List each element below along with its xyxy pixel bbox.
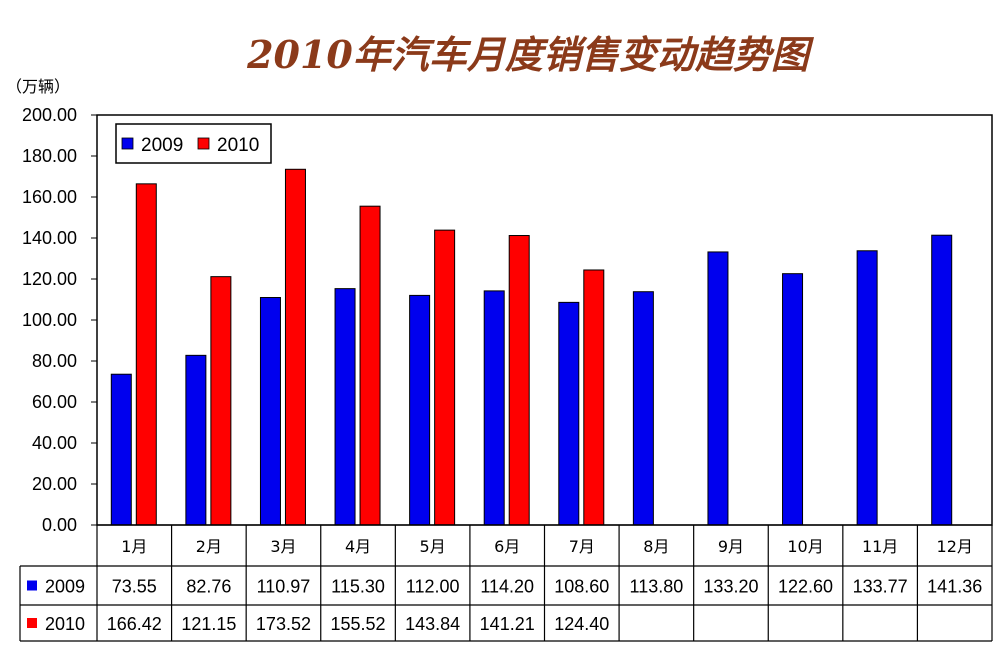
data-label-2010-2: 121.15 xyxy=(181,614,236,634)
y-axis-unit-label: （万辆） xyxy=(6,77,70,96)
legend-box xyxy=(115,123,272,164)
bar-2009-11 xyxy=(856,250,878,526)
bar-2010-7 xyxy=(583,269,605,526)
x-tick-label: 5月 xyxy=(420,537,446,556)
y-tick-label: 140.00 xyxy=(22,228,77,248)
y-tick-label: 180.00 xyxy=(22,146,77,166)
bar-2010-3 xyxy=(284,168,306,526)
table-series-label-2010: 2010 xyxy=(45,614,85,634)
data-label-2009-4: 115.30 xyxy=(331,577,385,597)
x-tick-label: 2月 xyxy=(196,537,222,556)
legend-label-2010: 2010 xyxy=(217,135,259,156)
bar-2009-8 xyxy=(632,291,654,526)
data-label-2010-1: 166.42 xyxy=(107,614,162,634)
bar-2009-12 xyxy=(931,234,953,526)
data-label-2010-4: 155.52 xyxy=(331,614,386,634)
y-tick-label: 160.00 xyxy=(22,187,77,207)
legend-label-2009: 2009 xyxy=(141,135,183,156)
data-label-2009-9: 133.20 xyxy=(703,577,758,597)
y-tick-label: 40.00 xyxy=(32,433,77,453)
y-tick-label: 20.00 xyxy=(32,474,77,494)
y-tick-label: 120.00 xyxy=(22,269,77,289)
legend: 2009 2010 xyxy=(115,123,272,164)
data-label-2010-3: 173.52 xyxy=(256,614,311,634)
x-tick-label: 1月 xyxy=(121,537,147,556)
bar-2009-5 xyxy=(409,294,431,526)
bar-2009-10 xyxy=(782,273,804,526)
data-label-2009-2: 82.76 xyxy=(186,577,231,597)
x-tick-label: 12月 xyxy=(937,537,973,556)
data-label-2009-8: 113.80 xyxy=(630,577,684,597)
bar-2010-6 xyxy=(508,235,530,526)
y-tick-label: 0.00 xyxy=(42,515,77,535)
data-label-2009-1: 73.55 xyxy=(112,577,157,597)
table-series-label-2009: 2009 xyxy=(45,577,85,597)
bar-2010-2 xyxy=(210,276,232,526)
chart-title: 2010年汽车月度销售变动趋势图 xyxy=(246,32,815,77)
x-tick-label: 9月 xyxy=(718,537,744,556)
data-label-2010-6: 141.21 xyxy=(480,614,535,634)
x-tick-label: 6月 xyxy=(494,537,520,556)
bar-2009-3 xyxy=(259,297,281,526)
y-axis-ticks: 0.00 20.00 40.00 60.00 80.00 100.00 120.00 140.… xyxy=(22,105,97,535)
table-swatch-2009 xyxy=(27,580,37,591)
table-swatch-2010 xyxy=(27,618,37,628)
x-tick-label: 3月 xyxy=(270,537,296,556)
data-label-2009-10: 122.60 xyxy=(778,577,833,597)
bar-2010-1 xyxy=(135,183,157,526)
bar-2009-2 xyxy=(185,354,207,526)
bars xyxy=(110,168,953,526)
data-label-2009-12: 141.36 xyxy=(927,577,982,597)
y-tick-label: 100.00 xyxy=(22,310,77,330)
data-label-2009-6: 114.20 xyxy=(480,577,534,597)
data-label-2009-3: 110.97 xyxy=(257,577,311,597)
data-label-2010-7: 124.40 xyxy=(554,614,609,634)
x-tick-label: 7月 xyxy=(569,537,595,556)
y-tick-label: 80.00 xyxy=(32,351,77,371)
bar-2009-9 xyxy=(707,251,729,526)
bar-2009-7 xyxy=(558,301,580,526)
data-label-2009-5: 112.00 xyxy=(406,577,460,597)
legend-swatch-2010 xyxy=(197,137,210,150)
data-label-2009-7: 108.60 xyxy=(554,577,609,597)
bar-2010-4 xyxy=(359,205,381,526)
legend-swatch-2009 xyxy=(121,137,134,150)
x-tick-label: 8月 xyxy=(643,537,669,556)
bar-2009-1 xyxy=(110,373,132,526)
x-tick-label: 11月 xyxy=(862,537,898,556)
bar-2009-6 xyxy=(483,290,505,526)
y-tick-label: 200.00 xyxy=(22,105,77,125)
data-label-2010-5: 143.84 xyxy=(405,614,460,634)
y-tick-label: 60.00 xyxy=(32,392,77,412)
x-tick-label: 10月 xyxy=(787,537,823,556)
bar-2009-4 xyxy=(334,288,356,526)
data-table: 1月 2月 3月 4月 5月 6月 7月 8月 9月 10月 11月 12月 2009 73.55 82.7… xyxy=(19,524,993,642)
bar-2010-5 xyxy=(434,229,456,526)
data-label-2009-11: 133.77 xyxy=(853,577,908,597)
x-tick-label: 4月 xyxy=(345,537,371,556)
